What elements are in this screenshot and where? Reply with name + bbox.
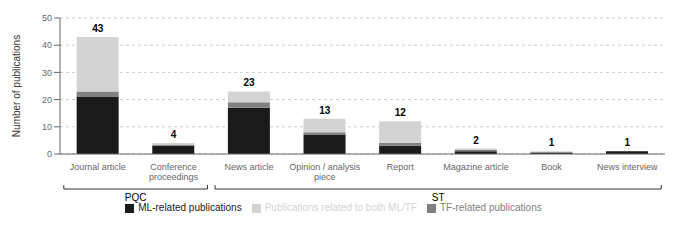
svg-text:13: 13: [319, 105, 331, 116]
svg-text:Book: Book: [541, 162, 562, 172]
svg-text:12: 12: [395, 107, 407, 118]
svg-text:News article: News article: [225, 162, 274, 172]
svg-text:News interview: News interview: [597, 162, 658, 172]
svg-text:4: 4: [171, 129, 177, 140]
html-text:TF-related publications: TF-related publications: [440, 202, 542, 213]
svg-text:PQC: PQC: [125, 192, 147, 203]
svg-text:43: 43: [92, 23, 104, 34]
svg-text:50: 50: [42, 13, 52, 23]
svg-text:Magazine article: Magazine article: [443, 162, 509, 172]
svg-text:23: 23: [244, 77, 256, 88]
svg-text:Opinion / analysispiece: Opinion / analysispiece: [289, 162, 361, 182]
svg-text:1: 1: [624, 137, 630, 148]
svg-text:10: 10: [42, 122, 52, 132]
html-text:ML-related publications: ML-related publications: [138, 202, 242, 213]
svg-text:Conferenceproceedings: Conferenceproceedings: [149, 162, 199, 182]
svg-text:30: 30: [42, 68, 52, 78]
svg-text:Journal article: Journal article: [70, 162, 126, 172]
svg-text:1: 1: [549, 137, 555, 148]
svg-text:Number of publications: Number of publications: [11, 35, 22, 137]
svg-text:2: 2: [473, 135, 479, 146]
svg-text:Report: Report: [387, 162, 415, 172]
html-text:Publications related to both M: Publications related to both ML/TF: [264, 202, 417, 213]
svg-text:20: 20: [42, 95, 52, 105]
svg-text:ST: ST: [432, 192, 445, 203]
svg-text:40: 40: [42, 40, 52, 50]
svg-text:0: 0: [47, 149, 52, 159]
